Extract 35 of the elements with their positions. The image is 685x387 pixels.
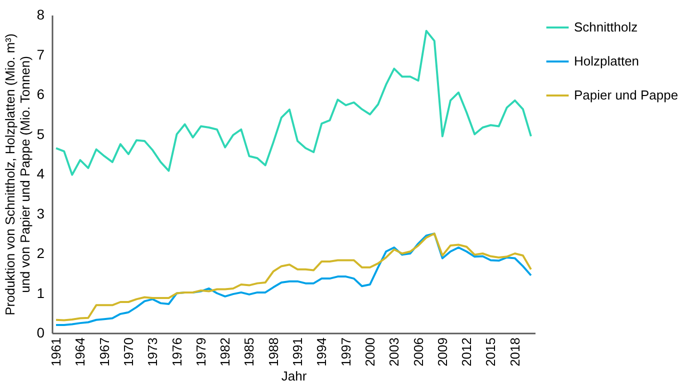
x-tick-label: 2012 — [459, 338, 474, 366]
x-tick-label: 2018 — [507, 338, 522, 366]
line-series — [55, 30, 532, 176]
x-tick-label: 1976 — [169, 338, 184, 366]
x-tick-label: 2003 — [386, 338, 402, 366]
x-tick-label: 1982 — [218, 338, 233, 366]
y-tick-label: 4 — [36, 166, 45, 182]
y-tick-label: 2 — [36, 245, 45, 261]
x-tick-label: 1961 — [48, 338, 64, 366]
x-tick-label: 1985 — [242, 338, 257, 366]
x-tick-label: 1997 — [338, 338, 354, 366]
x-tick-label: 2000 — [362, 338, 378, 366]
x-tick-label: 1979 — [193, 338, 208, 366]
y-tick-label: 7 — [36, 46, 45, 62]
legend-label: Papier und Pappe — [574, 88, 678, 102]
y-tick-label: 3 — [36, 205, 45, 222]
y-tick-label: 8 — [36, 6, 45, 22]
x-axis-title: Jahr — [281, 368, 308, 384]
y-axis-title: Produktion von Schnittholz, Holzplatten (Mio. m³) und von Papier und Pappe (Mio. Tonnen) — [2, 34, 33, 316]
x-tick-label: 1994 — [314, 338, 330, 366]
y-tick-label: 1 — [36, 284, 45, 301]
legend-label: Holzplatten — [574, 54, 640, 68]
legend-label: Schnittholz — [574, 20, 638, 34]
x-tick-label: 1970 — [120, 338, 136, 366]
x-tick-label: 2006 — [410, 338, 426, 366]
x-tick-label: 1964 — [72, 338, 88, 366]
y-tick-label: 0 — [36, 324, 45, 340]
x-tick-label: 2015 — [483, 338, 498, 366]
x-tick-label: 1991 — [290, 338, 306, 366]
x-tick-label: 1967 — [96, 338, 112, 366]
x-tick-label: 1988 — [266, 338, 281, 366]
y-tick-label: 6 — [36, 86, 45, 102]
y-tick-label: 5 — [36, 126, 45, 142]
x-tick-label: 1973 — [145, 338, 160, 366]
x-tick-label: 2009 — [434, 338, 450, 366]
